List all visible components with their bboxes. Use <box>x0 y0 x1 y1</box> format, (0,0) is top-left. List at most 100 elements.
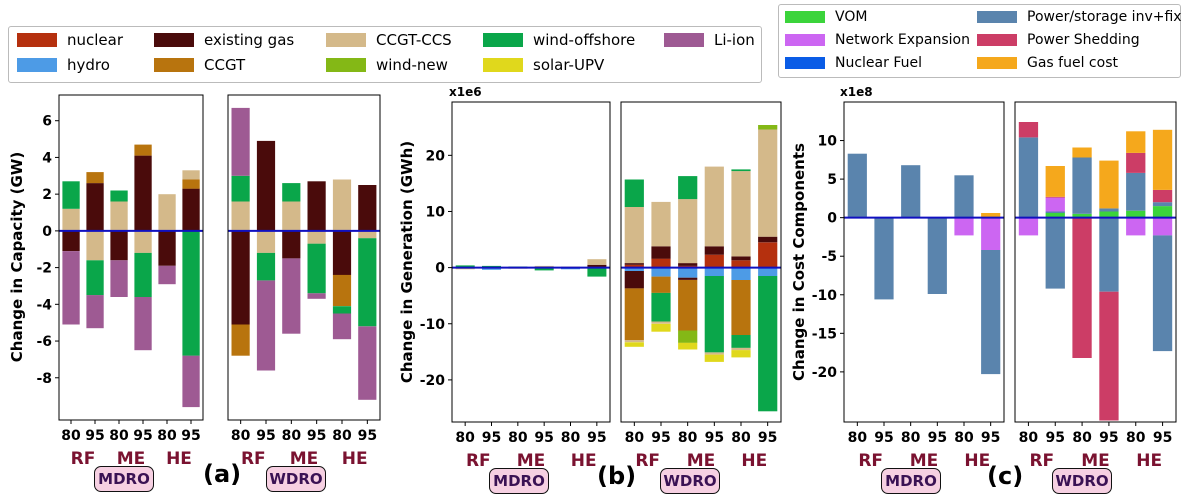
x-tick-label: 80 <box>1072 430 1092 446</box>
bar-segment <box>1099 208 1119 212</box>
bar-segment <box>678 330 698 343</box>
x-tick-label: 80 <box>332 428 352 444</box>
axes-frame <box>227 94 381 421</box>
y-tick-label: -2 <box>36 261 52 277</box>
bar-segment <box>1018 137 1039 218</box>
bar-segment <box>134 144 152 156</box>
legend-swatch <box>977 11 1017 23</box>
bar-segment <box>678 277 698 280</box>
legend-item-ccgt-ccs: CCGT-CCS <box>326 31 452 49</box>
legend-item-ccgt: CCGT <box>154 56 245 74</box>
legend-item-wind-offshore: wind-offshore <box>483 31 635 49</box>
legend-swatch <box>154 58 194 72</box>
legend-label: VOM <box>835 9 868 25</box>
bar-segment <box>358 326 377 400</box>
group-label: RF <box>635 451 660 471</box>
bar-segment <box>231 324 250 356</box>
x-tick-label: 80 <box>231 428 251 444</box>
group-label: ME <box>687 451 716 471</box>
bar-segment <box>86 183 104 231</box>
bar-segment <box>651 292 671 322</box>
x-tick-label: 80 <box>625 430 645 446</box>
bar-segment <box>758 236 778 243</box>
legend-item-hydro: hydro <box>17 56 110 74</box>
bar-segment <box>678 199 698 264</box>
bar-segment <box>62 208 80 231</box>
wdro-badge: WDRO <box>266 466 326 492</box>
bar-segment <box>482 267 501 270</box>
group-label: ME <box>290 449 319 469</box>
bar-segment <box>624 207 644 264</box>
bar-segment <box>1099 211 1119 218</box>
x-tick-label: 80 <box>678 430 698 446</box>
x-tick-label: 95 <box>651 430 670 446</box>
bar-segment <box>678 342 698 350</box>
x-tick-label: 95 <box>133 428 152 444</box>
y-tick-label: -20 <box>812 365 838 381</box>
bar-segment <box>731 347 751 351</box>
bar-segment <box>731 267 751 280</box>
legend-item-wind-new: wind-new <box>326 56 448 74</box>
bar-segment <box>1126 152 1146 173</box>
axes-frame <box>58 94 204 421</box>
bar-segment <box>62 230 80 252</box>
bar-segment <box>1072 157 1092 214</box>
legend-item-li-ion: Li-ion <box>664 31 755 49</box>
x-tick-label: 95 <box>1099 430 1118 446</box>
y-axis-label: Change in Cost Components <box>790 143 808 381</box>
legend-label: existing gas <box>204 31 295 49</box>
legend-item-solar-upv: solar-UPV <box>483 56 604 74</box>
bar-segment <box>134 297 152 351</box>
x-tick-label: 95 <box>758 430 777 446</box>
group-label: ME <box>117 449 146 469</box>
bar-segment <box>182 230 200 356</box>
bar-segment <box>534 267 554 271</box>
bar-segment <box>182 179 200 189</box>
y-axis-label: Change in Capacity (GW) <box>8 152 26 362</box>
bar-segment <box>758 276 778 412</box>
mdro-badge: MDRO <box>94 466 154 492</box>
legend-label: Network Expansion <box>835 32 970 48</box>
group-label: ME <box>517 451 546 471</box>
x-tick-label: 80 <box>954 430 974 446</box>
bar-segment <box>758 129 778 237</box>
bar-segment <box>282 230 301 259</box>
legend-swatch <box>326 58 366 72</box>
x-tick-label: 95 <box>1046 430 1065 446</box>
bar-segment <box>256 140 276 231</box>
bar-segment <box>358 238 377 327</box>
bar-segment <box>455 265 475 268</box>
legend-cost-components: VOM Power/storage inv+fix Network Expans… <box>778 4 1182 78</box>
bar-segment <box>332 179 352 231</box>
bar-segment <box>358 230 377 239</box>
bar-segment <box>158 265 176 285</box>
bar-segment <box>704 276 724 353</box>
bar-segment <box>110 201 128 231</box>
bar-segment <box>758 242 778 268</box>
y-tick-label: -15 <box>812 326 837 342</box>
x-tick-label: 95 <box>482 430 501 446</box>
legend-item-power-storage: Power/storage inv+fix <box>977 9 1182 25</box>
bar-segment <box>731 169 751 172</box>
y-tick-label: -10 <box>420 317 446 333</box>
group-label: ME <box>910 451 939 471</box>
x-tick-label: 95 <box>307 428 326 444</box>
x-tick-label: 95 <box>1153 430 1172 446</box>
bar-segment <box>731 260 751 268</box>
bar-segment <box>587 259 607 265</box>
legend-technologies: nuclear existing gas CCGT-CCS wind-offsh… <box>8 26 762 83</box>
x-tick-label: 80 <box>157 428 177 444</box>
bar-segment <box>332 230 352 275</box>
y-tick-label: 0 <box>827 211 837 227</box>
x-tick-label: 80 <box>731 430 751 446</box>
wdro-badge: WDRO <box>1052 468 1112 494</box>
group-label: RF <box>71 449 96 469</box>
x-tick-label: 80 <box>1126 430 1146 446</box>
x-tick-label: 95 <box>981 430 1000 446</box>
bar-segment <box>704 166 724 247</box>
bar-segment <box>704 352 724 355</box>
x-tick-label: 80 <box>61 428 81 444</box>
bar-segment <box>256 252 276 281</box>
bar-segment <box>332 274 352 307</box>
legend-label: CCGT-CCS <box>376 31 452 49</box>
